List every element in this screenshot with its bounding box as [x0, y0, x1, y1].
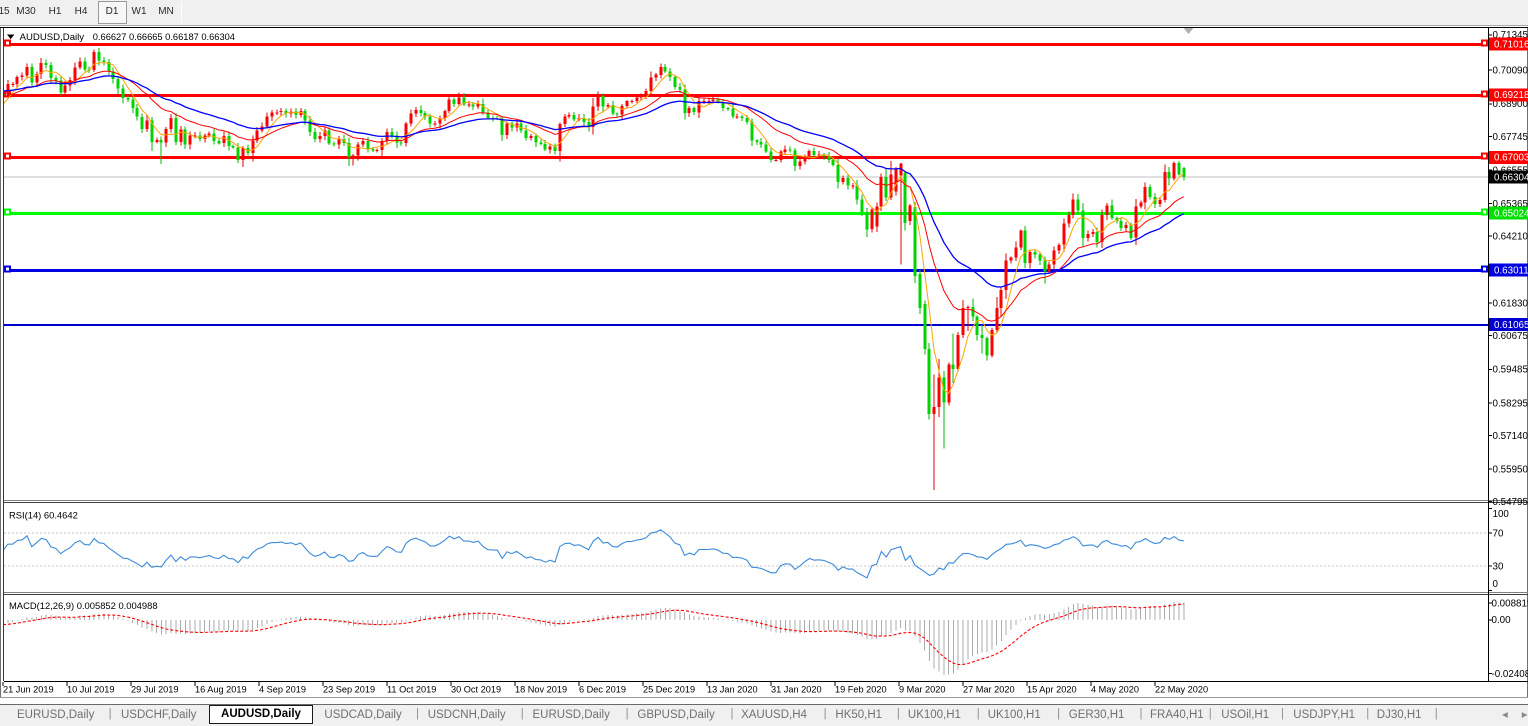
- svg-text:0.66627 0.66665 0.66187 0.6630: 0.66627 0.66665 0.66187 0.66304: [93, 32, 235, 42]
- svg-text:29 Jul 2019: 29 Jul 2019: [131, 685, 179, 695]
- svg-text:AUDUSD,Daily: AUDUSD,Daily: [20, 32, 85, 43]
- svg-text:0.65024: 0.65024: [1494, 209, 1528, 220]
- svg-text:27 Mar 2020: 27 Mar 2020: [963, 685, 1015, 695]
- svg-text:0.66304: 0.66304: [1494, 172, 1528, 183]
- svg-text:0.67003: 0.67003: [1494, 153, 1528, 164]
- svg-text:6 Dec 2019: 6 Dec 2019: [579, 685, 626, 695]
- svg-text:21 Jun 2019: 21 Jun 2019: [3, 685, 54, 695]
- svg-text:25 Dec 2019: 25 Dec 2019: [643, 685, 695, 695]
- svg-text:-0.02408: -0.02408: [1492, 669, 1528, 680]
- svg-text:0: 0: [1493, 579, 1499, 590]
- svg-text:70: 70: [1493, 528, 1504, 539]
- svg-text:0.70090: 0.70090: [1493, 66, 1528, 77]
- svg-text:31 Jan 2020: 31 Jan 2020: [771, 685, 822, 695]
- svg-text:0.64210: 0.64210: [1493, 232, 1528, 243]
- svg-text:0.59485: 0.59485: [1493, 365, 1528, 376]
- svg-text:0.54795: 0.54795: [1493, 497, 1528, 508]
- svg-text:23 Sep 2019: 23 Sep 2019: [323, 685, 375, 695]
- svg-text:19 Feb 2020: 19 Feb 2020: [835, 685, 887, 695]
- svg-text:0.55950: 0.55950: [1493, 464, 1528, 475]
- svg-text:100: 100: [1493, 509, 1510, 520]
- svg-text:0.71016: 0.71016: [1494, 40, 1528, 51]
- svg-text:0.58295: 0.58295: [1493, 398, 1528, 409]
- svg-text:10 Jul 2019: 10 Jul 2019: [67, 685, 115, 695]
- svg-text:22 May 2020: 22 May 2020: [1155, 685, 1208, 695]
- svg-text:11 Oct 2019: 11 Oct 2019: [387, 685, 436, 695]
- svg-text:4 May 2020: 4 May 2020: [1091, 685, 1139, 695]
- svg-text:0.63011: 0.63011: [1494, 265, 1528, 276]
- svg-text:9 Mar 2020: 9 Mar 2020: [899, 685, 945, 695]
- svg-text:0.00: 0.00: [1492, 615, 1512, 626]
- svg-text:0.65365: 0.65365: [1493, 199, 1528, 210]
- svg-text:0.008815: 0.008815: [1492, 598, 1528, 609]
- svg-text:0.57140: 0.57140: [1493, 431, 1528, 442]
- svg-text:RSI(14) 60.4642: RSI(14) 60.4642: [9, 510, 78, 521]
- svg-text:15 Apr 2020: 15 Apr 2020: [1027, 685, 1077, 695]
- svg-text:4 Sep 2019: 4 Sep 2019: [259, 685, 306, 695]
- svg-text:0.69218: 0.69218: [1494, 90, 1528, 101]
- svg-text:30: 30: [1493, 562, 1504, 573]
- svg-text:0.67745: 0.67745: [1493, 132, 1528, 143]
- svg-text:0.71345: 0.71345: [1493, 30, 1528, 41]
- svg-text:13 Jan 2020: 13 Jan 2020: [707, 685, 758, 695]
- svg-text:18 Nov 2019: 18 Nov 2019: [515, 685, 567, 695]
- svg-text:0.68900: 0.68900: [1493, 99, 1528, 110]
- svg-text:0.60675: 0.60675: [1493, 331, 1528, 342]
- svg-text:0.61065: 0.61065: [1494, 320, 1528, 331]
- svg-text:30 Oct 2019: 30 Oct 2019: [451, 685, 501, 695]
- svg-text:0.61830: 0.61830: [1493, 299, 1528, 310]
- svg-text:MACD(12,26,9) 0.005852 0.00498: MACD(12,26,9) 0.005852 0.004988: [9, 600, 158, 611]
- svg-text:16 Aug 2019: 16 Aug 2019: [195, 685, 247, 695]
